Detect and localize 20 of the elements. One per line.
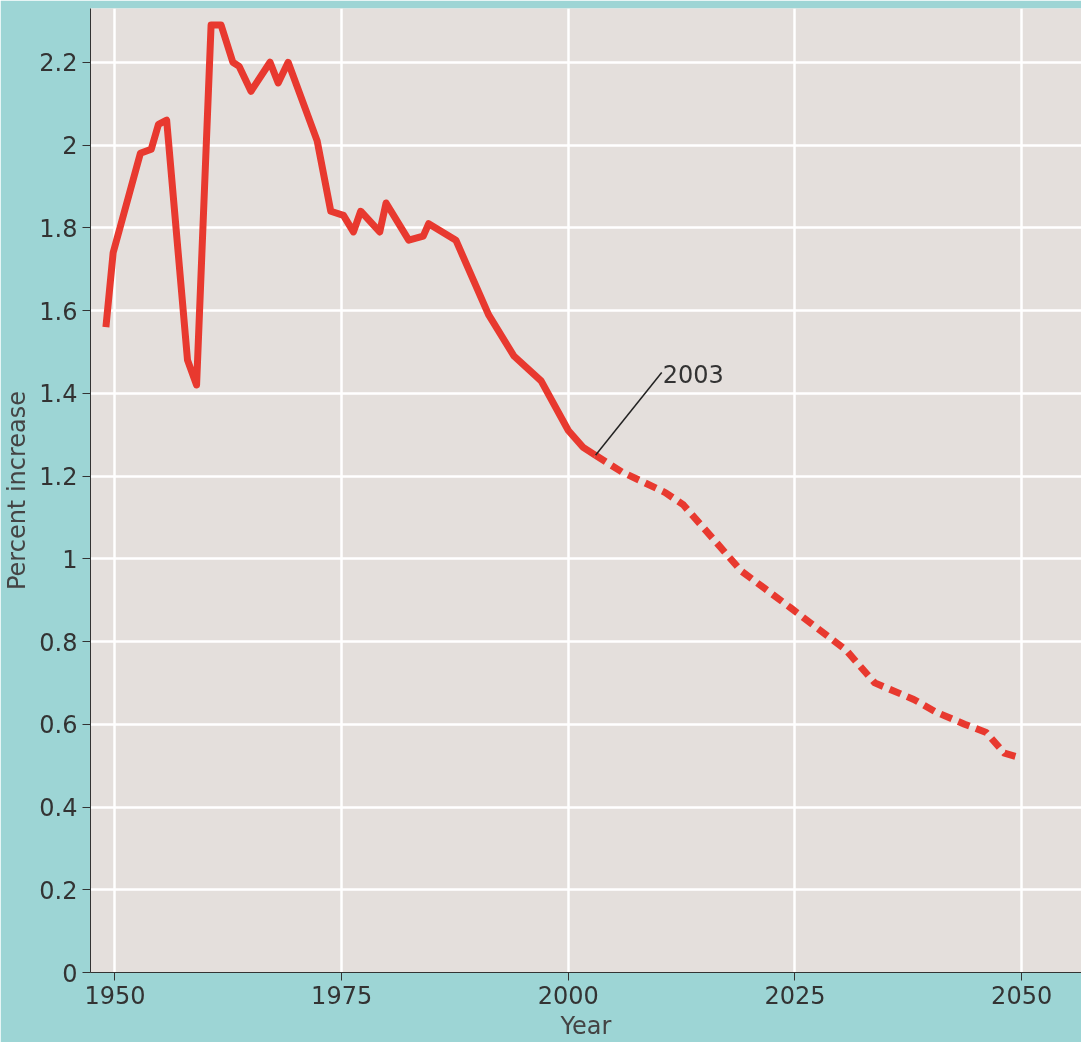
- y-tick-label: 0.4: [39, 794, 78, 823]
- x-tick-label: 2050: [991, 981, 1053, 1010]
- x-tick-label: 2000: [537, 981, 599, 1010]
- y-tick-label: 1.6: [39, 297, 78, 326]
- y-tick-label: 1.4: [39, 380, 78, 409]
- y-tick-label: 1.2: [39, 463, 78, 492]
- y-tick-label: 0.8: [39, 628, 78, 657]
- x-tick-label: 1975: [311, 981, 373, 1010]
- x-axis-title: Year: [559, 1011, 612, 1040]
- y-tick-label: 0.2: [39, 876, 78, 905]
- y-tick-label: 0.6: [39, 711, 78, 740]
- y-tick-label: 1.8: [39, 214, 78, 243]
- annotation: 2003: [662, 360, 724, 389]
- y-axis-title: Percent increase: [3, 390, 32, 591]
- x-tick-label: 1950: [84, 981, 146, 1010]
- x-tick-label: 2025: [764, 981, 826, 1010]
- y-tick-label: 0: [62, 959, 78, 988]
- y-tick-label: 2: [62, 132, 78, 161]
- y-tick-label: 2.2: [39, 49, 78, 78]
- y-tick-label: 1: [62, 545, 78, 574]
